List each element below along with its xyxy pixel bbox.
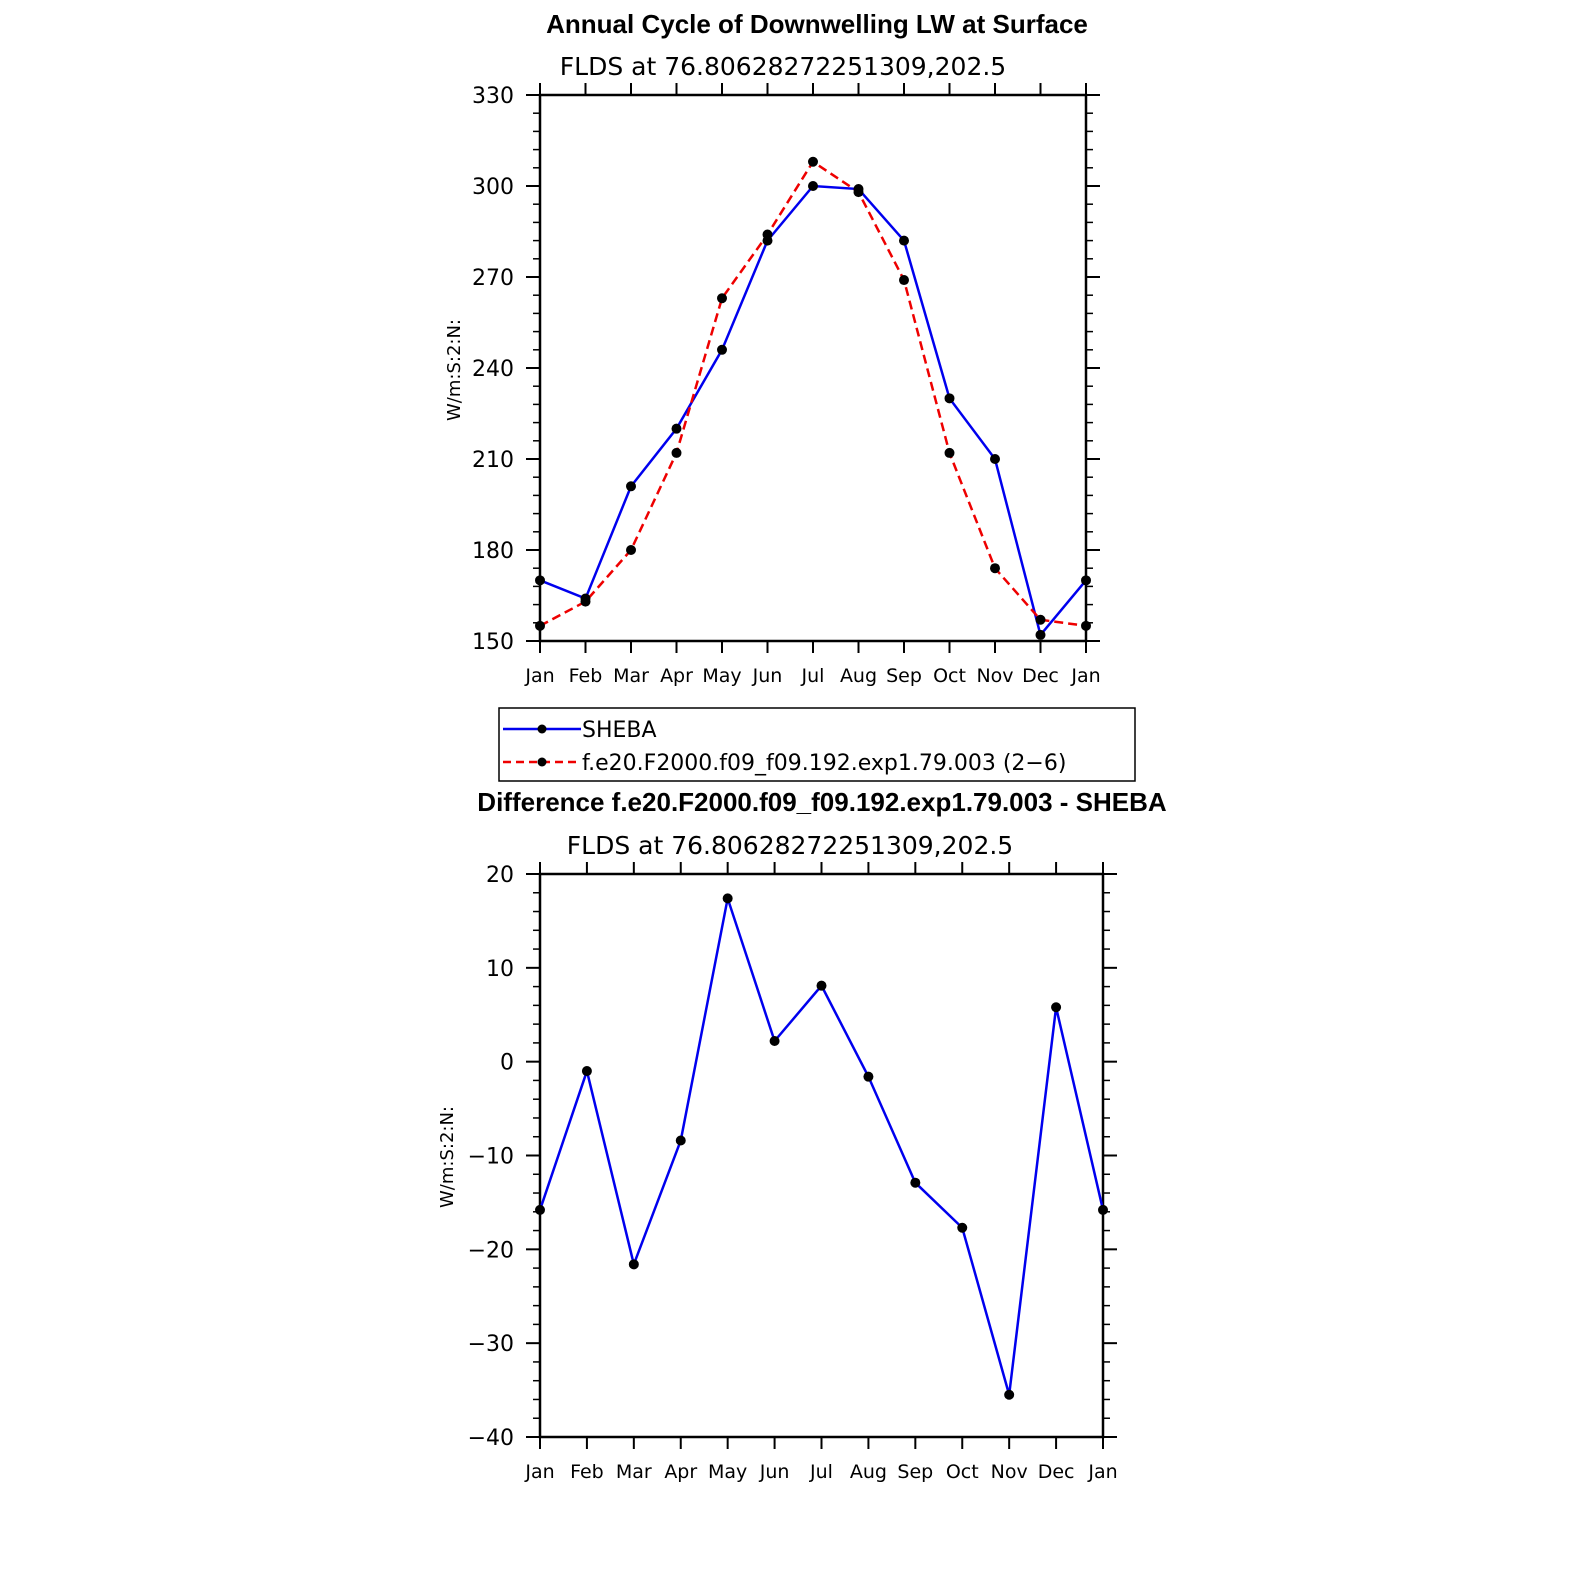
bottom-series-0-point [957, 1222, 968, 1233]
bottom-series-0-point [910, 1177, 921, 1188]
top-series-1-point [990, 563, 1000, 574]
bottom-x-tick-label: Mar [616, 1461, 652, 1483]
top-y-tick-label: 150 [472, 630, 514, 655]
bottom-series-0-point [628, 1259, 639, 1270]
top-chart-title: Annual Cycle of Downwelling LW at Surfac… [546, 9, 1088, 39]
legend-model-label: f.e20.F2000.f09_f09.192.exp1.79.003 (2−6… [582, 751, 1066, 776]
top-y-tick-label: 240 [472, 357, 514, 382]
bottom-x-tick-label: Aug [850, 1461, 887, 1483]
top-x-tick-label: Feb [569, 665, 603, 687]
top-chart-plot: Jan Feb Mar Apr May Jun Jul Aug Sep Oct Nov Dec Jan 1… [472, 83, 1101, 687]
top-series-0-point [808, 181, 818, 191]
bottom-series-0-point [675, 1135, 686, 1146]
top-x-tick-label: Aug [840, 665, 877, 687]
bottom-chart-subtitle: FLDS at 76.80628272251309,202.5 [567, 831, 1013, 860]
bottom-x-tick-label: Jan [524, 1461, 554, 1483]
top-series-1-point [580, 596, 591, 607]
top-y-tick-label: 180 [472, 539, 514, 564]
legend-model-marker [537, 757, 547, 767]
top-x-tick-label: Jun [752, 665, 783, 687]
top-plot-frame [538, 93, 1088, 643]
top-x-tick-label: Apr [660, 665, 693, 687]
bottom-chart-ylabel: W/m:S:2:N: [437, 1106, 458, 1208]
bottom-x-tick-label: Jul [809, 1461, 833, 1483]
top-series-1-point [1081, 620, 1091, 631]
top-series-0-point [671, 423, 682, 434]
top-series-0-line [539, 184, 1087, 638]
bottom-series-0-point [1098, 1204, 1108, 1215]
bottom-series-0-point [816, 980, 827, 991]
bottom-series-0-point [535, 1204, 545, 1215]
top-y-tick-label: 210 [472, 448, 514, 473]
bottom-y-tick-label: 0 [500, 1051, 514, 1076]
top-series-0-point [990, 454, 1000, 464]
top-series-1-point [1035, 614, 1046, 625]
top-series-1-point [671, 447, 682, 458]
bottom-chart-plot: Jan Feb Mar Apr May Jun Jul Aug Sep Oct Nov Dec Jan−… [468, 862, 1118, 1483]
top-x-tick-label: Oct [933, 665, 966, 687]
bottom-x-tick-label: Jan [1087, 1461, 1117, 1483]
top-series-1-line [539, 159, 1087, 628]
top-series-0-point [944, 393, 955, 404]
top-series-0-point [626, 481, 636, 492]
bottom-y-tick-label: −10 [468, 1145, 514, 1170]
top-y-tick-label: 270 [472, 266, 514, 291]
top-x-tick-label: Jul [801, 665, 825, 687]
top-series-1-point [762, 229, 773, 240]
top-series-1-point [944, 447, 955, 458]
top-series-0-point [1081, 575, 1091, 586]
bottom-x-tick-label: Apr [664, 1461, 697, 1483]
top-x-tick-label: Jan [524, 665, 554, 687]
top-series-1-point [853, 187, 864, 198]
top-series-0-point [899, 235, 909, 246]
top-series-1-point [808, 156, 818, 167]
top-x-tick-label: Jan [1070, 665, 1100, 687]
top-series-0-point [1035, 629, 1046, 640]
top-chart-ylabel: W/m:S:2:N: [444, 319, 465, 421]
bottom-y-tick-label: −20 [468, 1238, 514, 1263]
bottom-x-tick-label: Feb [570, 1461, 604, 1483]
bottom-x-tick-label: Oct [946, 1461, 979, 1483]
bottom-series-0-point [1004, 1389, 1015, 1400]
bottom-y-tick-label: −40 [468, 1426, 514, 1451]
bottom-y-tick-label: 10 [486, 957, 514, 982]
legend: SHEBA f.e20.F2000.f09_f09.192.exp1.79.00… [498, 707, 1136, 782]
top-x-tick-label: Nov [976, 665, 1013, 687]
bottom-y-tick-label: 20 [486, 863, 514, 888]
top-series-1-point [717, 293, 727, 304]
top-y-tick-label: 300 [472, 175, 514, 200]
top-series-1-point [535, 620, 545, 631]
top-series-0-point [717, 344, 727, 355]
bottom-x-tick-label: Sep [897, 1461, 933, 1483]
bottom-series-0-point [722, 893, 733, 904]
bottom-series-0-point [769, 1036, 780, 1047]
top-chart-subtitle: FLDS at 76.80628272251309,202.5 [560, 52, 1006, 81]
bottom-plot-frame [538, 872, 1105, 1439]
top-x-tick-label: Mar [613, 665, 649, 687]
top-x-tick-label: Dec [1022, 665, 1059, 687]
bottom-x-tick-label: May [708, 1461, 747, 1483]
top-series-1-point [626, 545, 636, 555]
top-x-tick-label: Sep [886, 665, 922, 687]
bottom-x-tick-label: Jun [759, 1461, 790, 1483]
bottom-chart-title: Difference f.e20.F2000.f09_f09.192.exp1.… [477, 787, 1167, 817]
top-series-1-point [899, 275, 909, 286]
top-x-tick-label: May [702, 665, 741, 687]
top-series-0-point [535, 575, 545, 586]
legend-box [498, 707, 1136, 782]
bottom-x-tick-label: Dec [1038, 1461, 1075, 1483]
bottom-series-0-point [863, 1071, 874, 1082]
top-y-tick-label: 330 [472, 84, 514, 109]
legend-sheba-marker [537, 724, 547, 734]
legend-sheba-label: SHEBA [582, 718, 657, 743]
bottom-series-0-line [538, 893, 1105, 1396]
bottom-y-tick-label: −30 [468, 1332, 514, 1357]
bottom-series-0-point [1051, 1002, 1062, 1013]
bottom-x-tick-label: Nov [991, 1461, 1028, 1483]
bottom-series-0-point [581, 1066, 592, 1077]
